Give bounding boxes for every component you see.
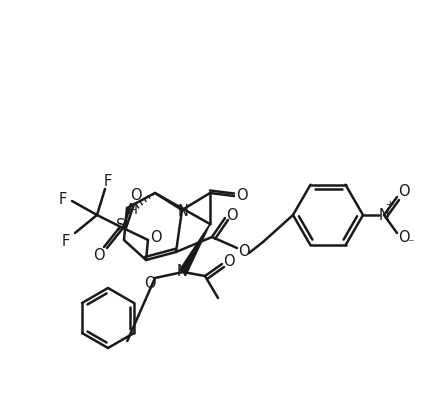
Text: O: O [238, 245, 250, 260]
Text: F: F [59, 192, 67, 207]
Text: O: O [150, 230, 162, 245]
Text: O: O [130, 188, 142, 203]
Text: O: O [93, 249, 105, 264]
Text: O: O [236, 188, 248, 203]
Text: O: O [398, 185, 410, 200]
Text: ⁻: ⁻ [407, 237, 413, 251]
Text: +: + [386, 200, 394, 210]
Text: N: N [378, 209, 390, 224]
Text: H: H [128, 205, 138, 217]
Text: F: F [104, 173, 112, 188]
Text: F: F [62, 234, 70, 249]
Text: O: O [223, 254, 235, 269]
Text: N: N [178, 203, 188, 219]
Text: O: O [144, 277, 156, 292]
Text: S: S [116, 217, 126, 232]
Text: O: O [398, 230, 410, 245]
Polygon shape [179, 224, 210, 274]
Text: O: O [226, 207, 238, 222]
Text: N: N [177, 264, 187, 279]
